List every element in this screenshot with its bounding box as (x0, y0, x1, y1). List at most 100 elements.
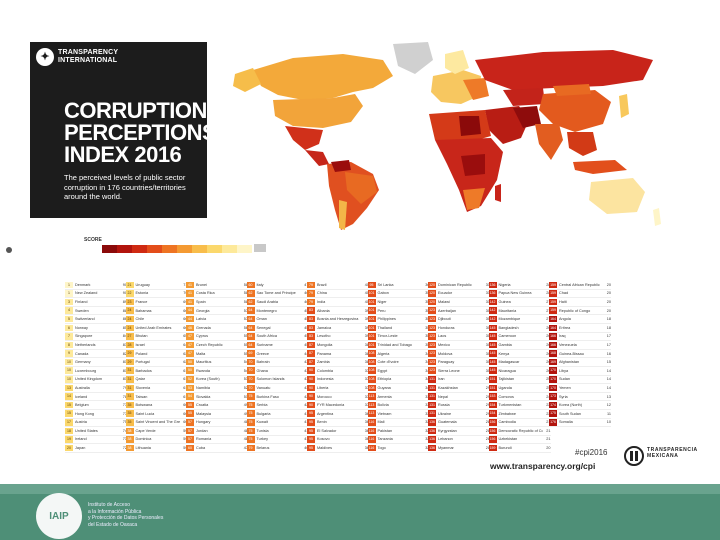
rank-badge: 174 (549, 401, 557, 409)
rank-badge: 35 (125, 401, 134, 409)
rank-badge: 136 (428, 419, 436, 426)
country-score: 45 (301, 317, 308, 321)
rank-badge: 175 (549, 410, 557, 417)
rank-badge: 83 (307, 307, 315, 314)
country-name: Egypt (377, 368, 388, 373)
table-row: 168 Guinea-Bissau 16 (549, 350, 611, 359)
country-name: Oman (256, 317, 267, 322)
rank-badge: 156 (488, 427, 497, 435)
country-score: 30 (482, 343, 490, 347)
country-name: Iceland (75, 394, 88, 399)
country-score: 21 (546, 428, 551, 433)
table-column: 79Brazil4079China4079India4083Albania398… (307, 281, 369, 453)
country-name: Dominica (135, 437, 152, 442)
country-name: Maldives (317, 446, 332, 451)
country-score: 78 (119, 395, 127, 399)
legend-title: SCORE (84, 237, 102, 243)
country-score: 20 (606, 299, 611, 304)
website-url[interactable]: www.transparency.org/cpi (490, 461, 596, 471)
rank-badge: 75 (246, 427, 255, 435)
rank-badge: 123 (428, 350, 436, 357)
country-name: Peru (377, 308, 386, 313)
rank-badge: 131 (428, 376, 436, 383)
rank-badge: 95 (307, 444, 315, 452)
country-name: Laos (438, 334, 447, 339)
country-name: Iraq (559, 334, 566, 339)
country-name: Belarus (256, 446, 270, 451)
country-name: Gambia (498, 342, 512, 347)
country-score: 26 (543, 334, 550, 338)
country-name: United Kingdom (75, 377, 103, 382)
map-usa (273, 94, 363, 128)
country-score: 36 (361, 446, 369, 450)
country-name: Democratic Republic of Congo (498, 428, 543, 433)
country-name: Guinea (498, 299, 511, 304)
country-name: Saint Lucia (135, 411, 155, 416)
country-name: Guinea-Bissau (559, 351, 584, 356)
country-name: Serbia (256, 403, 268, 408)
country-score: 42 (301, 395, 308, 399)
ti-logo: ✦ TRANSPARENCY INTERNATIONAL (36, 48, 118, 66)
country-name: Bolivia (377, 403, 389, 408)
country-score: 35 (422, 300, 429, 304)
country-name: Tajikistan (498, 377, 515, 382)
rank-badge: 6 (65, 324, 73, 332)
country-name: Singapore (75, 334, 93, 339)
title-line1: CORRUPTION (64, 98, 207, 123)
rank-badge: 38 (125, 444, 134, 452)
rank-badge: 136 (428, 427, 436, 435)
country-score: 27 (543, 309, 550, 313)
rank-badge: 17 (65, 419, 73, 426)
rank-badge: 123 (428, 333, 436, 340)
country-score: 35 (422, 291, 429, 295)
rank-badge: 95 (307, 419, 315, 426)
country-name: United Arab Emirates (135, 325, 172, 330)
country-score: 34 (422, 369, 429, 373)
legend-swatch (222, 245, 237, 253)
country-score: 45 (301, 343, 308, 347)
country-name: Moldova (438, 351, 453, 356)
country-score: 79 (119, 386, 127, 390)
rank-badge: 41 (186, 298, 194, 306)
legend-no-data-swatch (254, 244, 266, 252)
country-score: 66 (180, 326, 187, 330)
rank-badge: 145 (488, 350, 497, 357)
country-score: 35 (422, 309, 429, 313)
rank-badge: 5 (65, 315, 73, 323)
rank-badge: 10 (65, 358, 73, 366)
country-name: Eritrea (559, 325, 571, 330)
country-name: Morocco (317, 394, 332, 399)
country-name: Niger (377, 299, 387, 304)
country-score: 29 (482, 403, 490, 407)
map-alaska (233, 68, 261, 92)
rank-badge: 70 (246, 367, 255, 374)
table-row: 174 Korea (North) 12 (549, 401, 611, 410)
country-name: France (135, 299, 148, 304)
country-score: 20 (606, 291, 611, 296)
country-name: Sierra Leone (438, 368, 460, 373)
rank-badge: 87 (307, 350, 315, 357)
title-line2: PERCEPTIONS (64, 120, 217, 145)
country-score: 17 (606, 334, 611, 339)
